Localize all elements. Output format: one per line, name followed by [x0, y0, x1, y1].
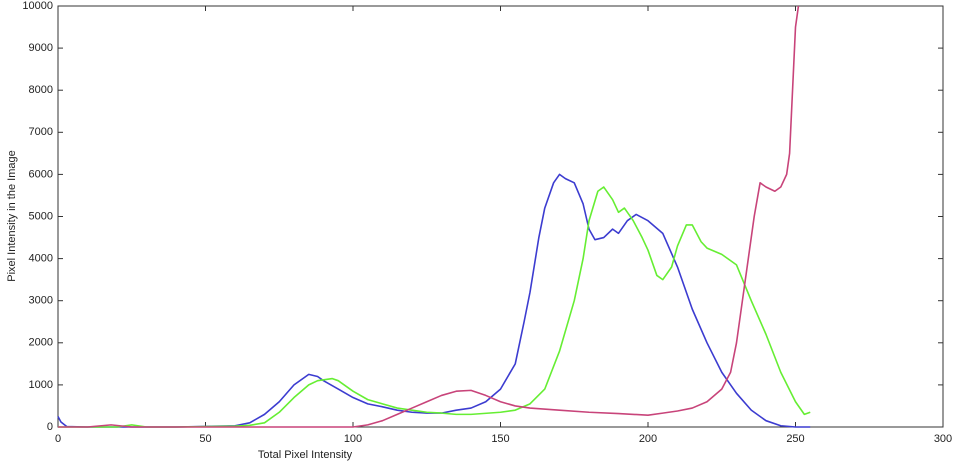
y-tick-label: 8000 [29, 84, 53, 96]
y-tick-label: 6000 [29, 168, 53, 180]
y-tick-label: 4000 [29, 253, 53, 265]
y-tick-label: 7000 [29, 126, 53, 138]
x-tick-label: 0 [55, 433, 61, 445]
x-tick-label: 50 [199, 433, 211, 445]
x-axis-label: Total Pixel Intensity [258, 449, 353, 461]
x-tick-label: 100 [344, 433, 362, 445]
y-tick-label: 3000 [29, 295, 53, 307]
y-tick-label: 9000 [29, 42, 53, 54]
y-axis-label: Pixel Intensity in the Image [6, 150, 18, 281]
series-line [58, 186, 811, 428]
x-tick-label: 200 [639, 433, 657, 445]
series-line [57, 173, 811, 428]
series-line [58, 5, 800, 428]
x-tick-label: 250 [786, 433, 804, 445]
y-tick-label: 10000 [22, 0, 53, 12]
x-tick-label: 150 [491, 433, 509, 445]
x-tick-label: 300 [934, 433, 952, 445]
y-tick-label: 1000 [29, 379, 53, 391]
y-tick-label: 0 [47, 421, 53, 433]
y-tick-label: 2000 [29, 337, 53, 349]
y-tick-label: 5000 [29, 210, 53, 222]
plot-frame [57, 5, 944, 428]
